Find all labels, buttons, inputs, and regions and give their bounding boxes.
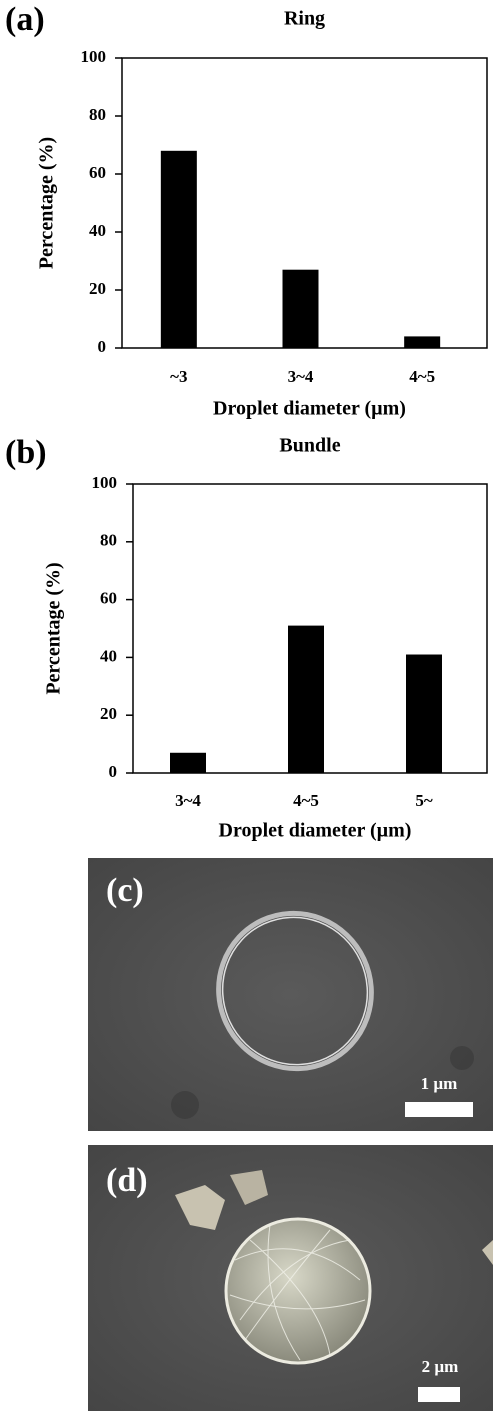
spot	[450, 1046, 474, 1070]
y-tick-label: 20	[100, 704, 117, 723]
x-tick-label: 4~5	[409, 367, 435, 386]
y-axis-label: Percentage (%)	[36, 137, 58, 269]
x-axis-label: Droplet diameter (µm)	[213, 398, 406, 420]
y-tick-label: 60	[89, 163, 106, 182]
plot-frame	[132, 483, 488, 774]
y-tick-label: 100	[92, 473, 118, 492]
y-tick-label: 100	[81, 47, 107, 66]
scale-bar	[405, 1102, 473, 1117]
y-tick-label: 20	[89, 279, 106, 298]
debris	[482, 1240, 493, 1265]
y-tick-label: 60	[100, 589, 117, 608]
panel-label: (b)	[5, 434, 47, 471]
bar	[404, 336, 441, 348]
ring	[216, 910, 374, 1072]
x-axis-label: Droplet diameter (µm)	[219, 820, 412, 842]
scale-bar-label: 2 µm	[422, 1357, 459, 1376]
ring-highlight	[221, 916, 369, 1066]
bar	[288, 625, 324, 773]
bar	[160, 150, 197, 348]
x-tick-label: 3~4	[175, 791, 201, 810]
chart-title: Ring	[284, 8, 325, 30]
bundle-ball	[224, 1217, 372, 1365]
panel-label: (d)	[106, 1162, 148, 1199]
bar	[170, 752, 206, 773]
panel-label: (c)	[106, 872, 144, 909]
y-tick-label: 40	[100, 646, 117, 665]
y-tick-label: 80	[89, 105, 106, 124]
y-tick-label: 40	[89, 221, 106, 240]
x-tick-label: 3~4	[288, 367, 314, 386]
image-background	[88, 858, 493, 1131]
panel-label: (a)	[5, 1, 45, 38]
bar	[282, 269, 319, 348]
scale-bar-label: 1 µm	[421, 1074, 458, 1093]
debris	[230, 1170, 268, 1205]
sem-image-d: (d) 2 µm	[88, 1145, 493, 1411]
scale-bar	[418, 1387, 460, 1402]
sem-image-c: (c) 1 µm	[88, 858, 493, 1131]
bar	[406, 654, 442, 773]
plot-frame	[121, 57, 488, 349]
x-tick-label: 5~	[415, 791, 433, 810]
y-tick-label: 0	[109, 762, 118, 781]
y-tick-label: 0	[98, 337, 107, 356]
spot	[171, 1091, 199, 1119]
y-axis-label: Percentage (%)	[43, 562, 65, 694]
x-tick-label: 4~5	[293, 791, 319, 810]
y-tick-label: 80	[100, 531, 117, 550]
x-tick-label: ~3	[170, 367, 187, 386]
chart-title: Bundle	[279, 435, 340, 457]
debris	[175, 1185, 225, 1230]
fibers	[229, 1224, 366, 1361]
